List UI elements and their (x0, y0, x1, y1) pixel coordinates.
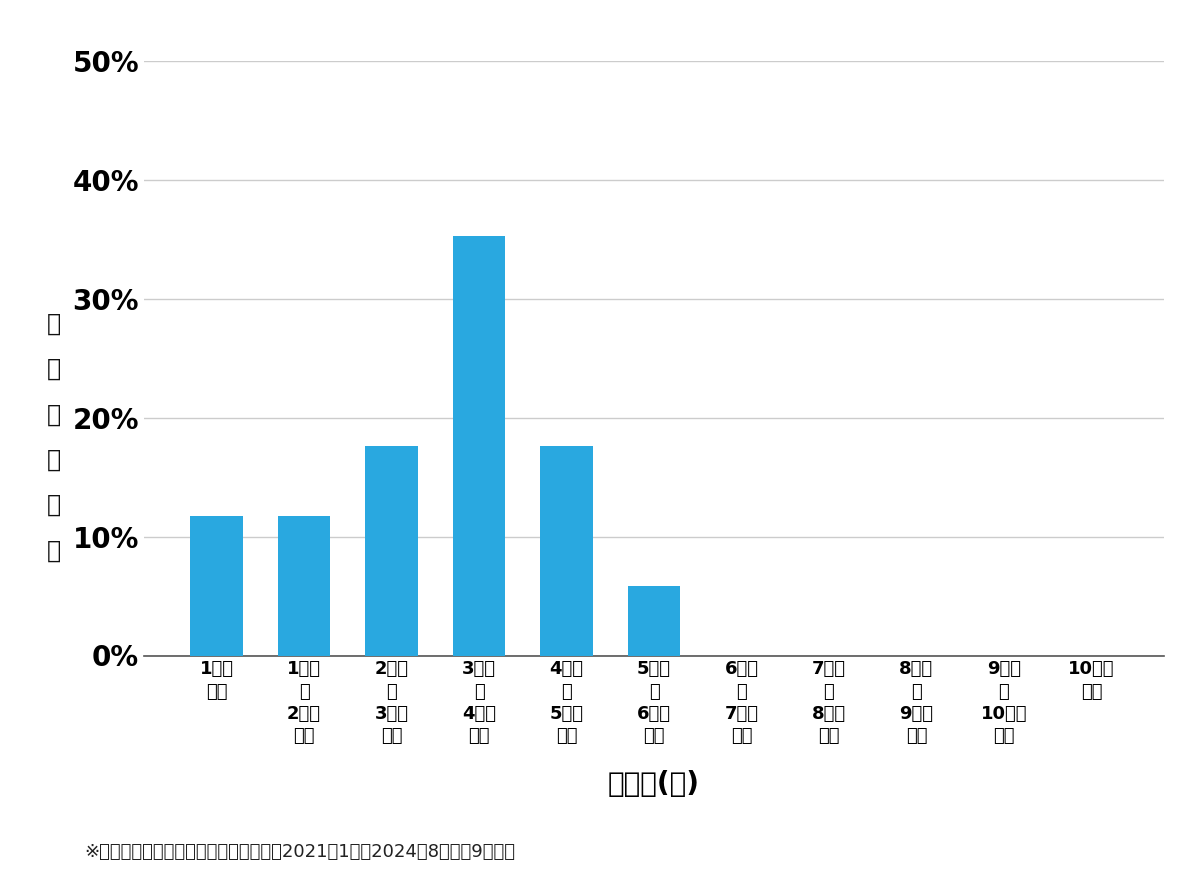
Text: の: の (47, 447, 61, 472)
Bar (628, 586, 680, 656)
Text: 割: 割 (47, 493, 61, 517)
Bar (278, 516, 330, 656)
Text: 価: 価 (47, 311, 61, 336)
Text: ※弊社受付の案件を対象に集計（期間：2021年1月～2024年8月、列9７件）: ※弊社受付の案件を対象に集計（期間：2021年1月～2024年8月、列9７件） (84, 843, 515, 861)
Bar (191, 516, 242, 656)
Text: 帯: 帯 (47, 402, 61, 427)
Text: 合: 合 (47, 538, 61, 563)
Bar (452, 236, 505, 656)
Bar (540, 446, 593, 656)
Bar (365, 446, 418, 656)
X-axis label: 価格帯(円): 価格帯(円) (608, 770, 700, 798)
Text: 格: 格 (47, 357, 61, 381)
